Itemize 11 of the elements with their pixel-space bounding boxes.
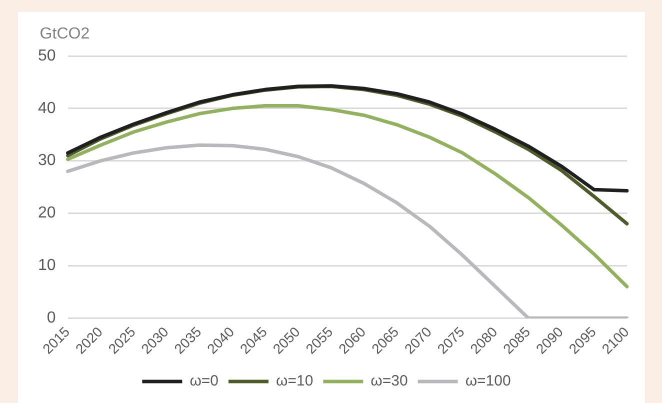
y-tick-label: 0 [46, 310, 56, 327]
y-tick-label: 40 [38, 100, 56, 117]
legend-label: ω=10 [276, 372, 314, 390]
legend-label: ω=100 [465, 372, 511, 390]
y-tick-label: 10 [38, 257, 56, 274]
legend-label: ω=30 [370, 372, 408, 390]
legend-label: ω=0 [190, 372, 219, 390]
y-tick-label: 50 [38, 47, 56, 64]
y-axis-title: GtCO2 [40, 25, 90, 42]
y-tick-label: 30 [38, 152, 56, 170]
y-tick-label: 20 [38, 204, 56, 222]
